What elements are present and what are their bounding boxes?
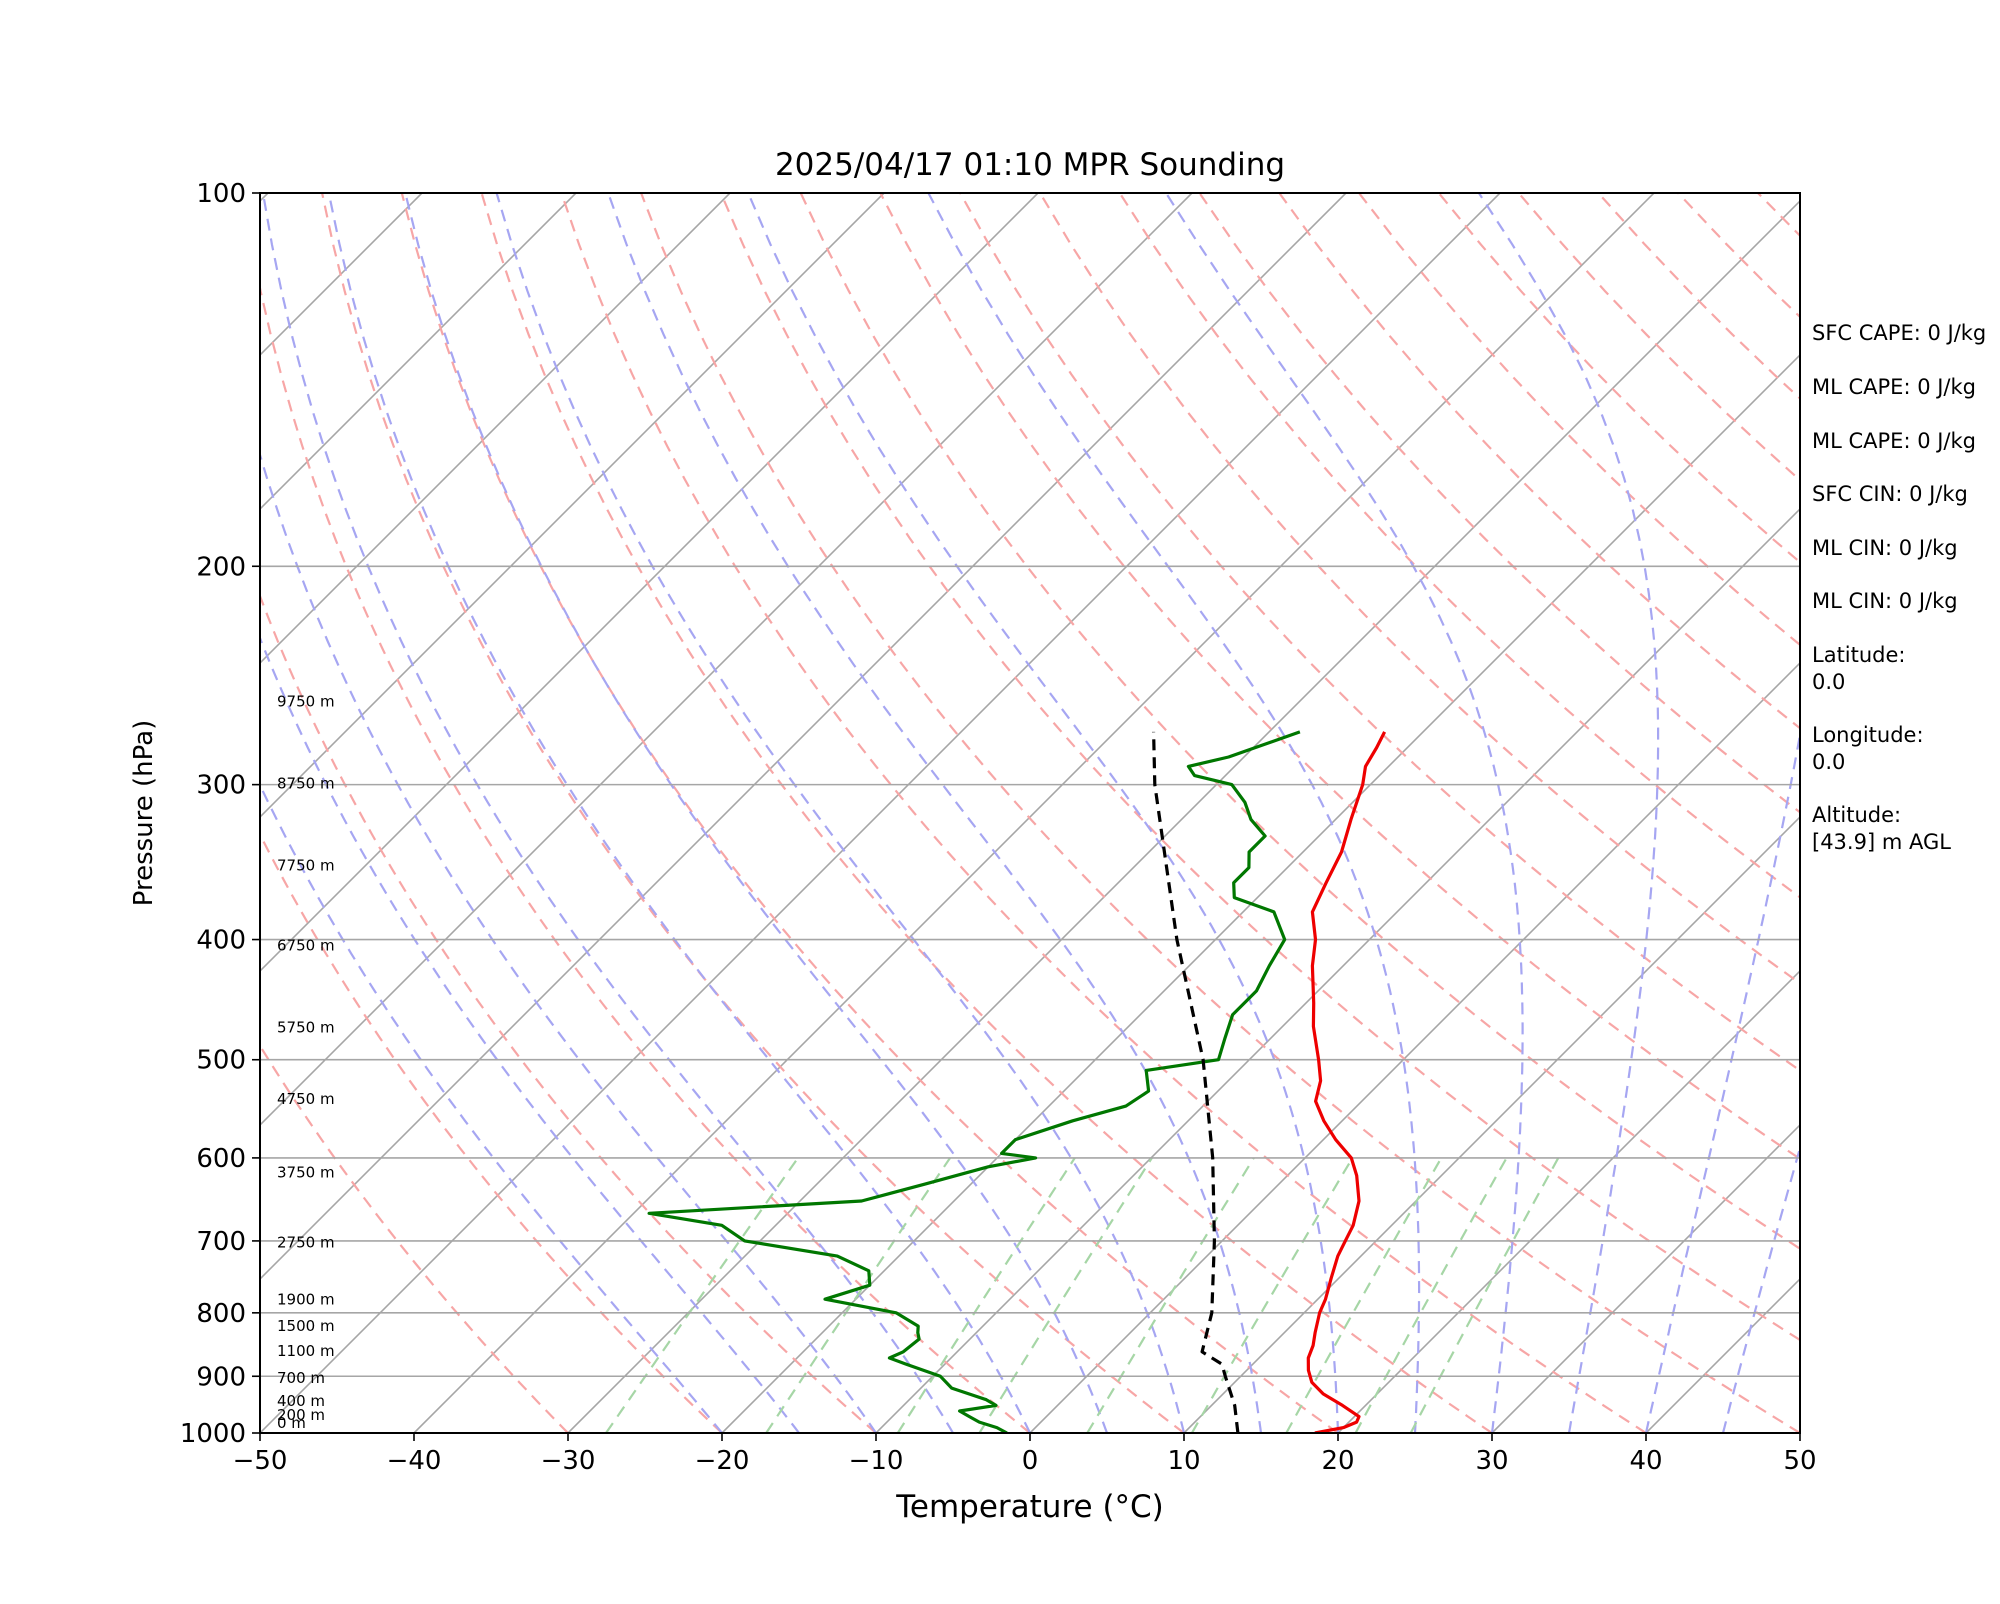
dry-adiabat-line xyxy=(561,193,1646,1433)
chart-title: 2025/04/17 01:10 MPR Sounding xyxy=(775,147,1285,183)
moist-adiabat-line xyxy=(405,193,1107,1433)
height-label: 1100 m xyxy=(277,1342,335,1360)
mixing-ratio-line xyxy=(979,1158,1152,1433)
x-axis-ticks: −50 −40 −30 −20 −10 0 10 20 30 40 50 xyxy=(233,1433,1817,1476)
isotherm-line xyxy=(568,193,1808,1433)
mixing-ratio-line xyxy=(766,1158,950,1433)
mixing-ratio-line xyxy=(1192,1158,1353,1433)
moist-adiabat-line xyxy=(329,193,1030,1433)
ml-cin-text: ML CIN: 0 J/kg xyxy=(1812,536,1958,560)
sfc-cin-text: SFC CIN: 0 J/kg xyxy=(1812,482,1968,506)
y-tick-label: 700 xyxy=(196,1227,246,1257)
dry-adiabat-line xyxy=(163,193,877,1433)
x-tick-label: −50 xyxy=(233,1446,288,1476)
x-tick-label: −10 xyxy=(849,1446,904,1476)
altitude-label: Altitude: xyxy=(1812,803,1901,827)
x-tick-label: 30 xyxy=(1475,1446,1508,1476)
temperature-trace xyxy=(1308,732,1384,1433)
longitude-value: 0.0 xyxy=(1812,750,1845,774)
height-label: 400 m xyxy=(277,1392,325,1410)
sounding-traces xyxy=(649,732,1385,1433)
x-tick-label: 50 xyxy=(1783,1446,1816,1476)
dry-adiabat-line xyxy=(402,193,1338,1433)
height-label: 4750 m xyxy=(277,1090,335,1108)
latitude-value: 0.0 xyxy=(1812,670,1845,694)
height-label: 9750 m xyxy=(277,693,335,711)
y-tick-label: 1000 xyxy=(180,1419,246,1449)
isotherm-line xyxy=(0,193,114,1433)
altitude-value: [43.9] m AGL xyxy=(1812,830,1951,854)
height-label: 700 m xyxy=(277,1369,325,1387)
plot-frame xyxy=(260,193,1800,1433)
y-tick-label: 900 xyxy=(196,1362,246,1392)
y-tick-label: 400 xyxy=(196,926,246,956)
height-label: 7750 m xyxy=(277,856,335,874)
moist-adiabat-line xyxy=(152,193,799,1433)
isotherm-line xyxy=(0,193,730,1433)
height-label: 2750 m xyxy=(277,1233,335,1251)
moist-adiabat-line xyxy=(1479,193,1658,1433)
mixing-ratio-line xyxy=(606,1158,798,1433)
x-tick-label: −30 xyxy=(541,1446,596,1476)
moist-adiabat-line xyxy=(608,193,1261,1433)
dewpoint-trace xyxy=(649,732,1300,1433)
y-tick-label: 800 xyxy=(196,1299,246,1329)
pressure-gridlines xyxy=(260,193,1800,1433)
isotherm-line xyxy=(414,193,1654,1433)
isotherm-line xyxy=(0,193,1192,1433)
moist-adiabat-line xyxy=(263,193,953,1433)
ml-cape-text: ML CAPE: 0 J/kg xyxy=(1812,375,1976,399)
height-label: 1500 m xyxy=(277,1317,335,1335)
y-tick-label: 200 xyxy=(196,552,246,582)
y-axis-label: Pressure (hPa) xyxy=(129,720,159,907)
x-tick-label: −20 xyxy=(695,1446,750,1476)
x-axis-label: Temperature (°C) xyxy=(895,1489,1164,1525)
height-label: 5750 m xyxy=(277,1019,335,1037)
mixing-ratio-line xyxy=(1286,1158,1441,1433)
mixing-ratio-line xyxy=(1356,1158,1507,1433)
height-label: 8750 m xyxy=(277,775,335,793)
longitude-label: Longitude: xyxy=(1812,723,1924,747)
info-panel: SFC CAPE: 0 J/kg ML CAPE: 0 J/kg ML CAPE… xyxy=(1812,321,1986,854)
y-tick-label: 300 xyxy=(196,771,246,801)
parcel-profile-trace xyxy=(1154,732,1238,1433)
x-tick-label: 10 xyxy=(1167,1446,1200,1476)
ml-cape-text-2: ML CAPE: 0 J/kg xyxy=(1812,429,1976,453)
x-tick-label: 0 xyxy=(1022,1446,1039,1476)
y-tick-label: 100 xyxy=(196,179,246,209)
y-axis-ticks: 1000 900 800 700 600 500 400 300 200 100 xyxy=(180,179,260,1449)
height-label: 1900 m xyxy=(277,1290,335,1308)
latitude-label: Latitude: xyxy=(1812,643,1906,667)
isotherm-line xyxy=(260,193,1500,1433)
x-tick-label: −40 xyxy=(387,1446,442,1476)
y-tick-label: 500 xyxy=(196,1046,246,1076)
height-label: 6750 m xyxy=(277,936,335,954)
moist-adiabat-line xyxy=(928,193,1419,1433)
sfc-cape-text: SFC CAPE: 0 J/kg xyxy=(1812,321,1986,345)
x-tick-label: 20 xyxy=(1321,1446,1354,1476)
height-label: 3750 m xyxy=(277,1163,335,1181)
moist-adiabat-line xyxy=(1646,193,1838,1433)
x-tick-label: 40 xyxy=(1629,1446,1662,1476)
y-tick-label: 600 xyxy=(196,1144,246,1174)
ml-cin-text-2: ML CIN: 0 J/kg xyxy=(1812,589,1958,613)
